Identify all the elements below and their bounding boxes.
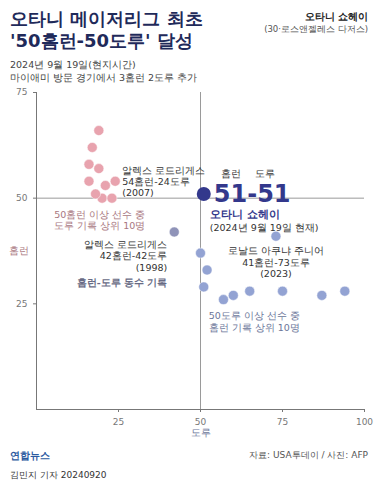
svg-text:홈런: 홈런 xyxy=(9,245,29,256)
svg-text:알렉스 로드리게스42홈런-42도루(1998): 알렉스 로드리게스42홈런-42도루(1998) xyxy=(84,239,167,273)
svg-text:75: 75 xyxy=(277,417,288,427)
svg-text:50홈런 이상 선수 중도루 기록 상위 10명: 50홈런 이상 선수 중도루 기록 상위 10명 xyxy=(54,209,145,232)
html-text:오타니 쇼헤이: 오타니 쇼헤이 xyxy=(304,11,368,22)
svg-text:75: 75 xyxy=(16,87,27,97)
html-text:김민지 기자 20240920: 김민지 기자 20240920 xyxy=(10,470,107,480)
svg-text:50도루 이상 선수 중홈런 기록 상위 10명: 50도루 이상 선수 중홈런 기록 상위 10명 xyxy=(209,310,300,333)
svg-text:홈런: 홈런 xyxy=(221,168,241,179)
svg-text:51-51: 51-51 xyxy=(214,180,291,208)
html-text:자료: USA투데이 / 사진: AFP: 자료: USA투데이 / 사진: AFP xyxy=(249,450,368,460)
svg-text:알렉스 로드리게스54홈런-24도루(2007): 알렉스 로드리게스54홈런-24도루(2007) xyxy=(122,165,205,199)
svg-text:25: 25 xyxy=(113,417,124,427)
svg-text:50: 50 xyxy=(16,193,28,203)
svg-text:오타니 쇼헤이: 오타니 쇼헤이 xyxy=(210,208,280,221)
svg-text:100: 100 xyxy=(356,417,373,427)
svg-text:홈런-도루 동수 기록: 홈런-도루 동수 기록 xyxy=(77,277,168,288)
svg-text:도루: 도루 xyxy=(191,427,211,438)
html-text:(30·로스앤젤레스 다저스): (30·로스앤젤레스 다저스) xyxy=(264,24,368,34)
svg-text:(2024년 9월 19일 현재): (2024년 9월 19일 현재) xyxy=(210,222,319,233)
html-text:연합뉴스: 연합뉴스 xyxy=(10,450,50,461)
svg-text:25: 25 xyxy=(16,299,27,309)
html-text:2024년 9월 19일(현지시간): 2024년 9월 19일(현지시간) xyxy=(10,59,136,70)
html-text:'50홈런-50도루' 달성: '50홈런-50도루' 달성 xyxy=(10,30,193,51)
svg-text:50: 50 xyxy=(195,417,207,427)
svg-text:도루: 도루 xyxy=(255,168,275,179)
html-text:오타니 메이저리그 최초: 오타니 메이저리그 최초 xyxy=(10,8,203,29)
html-text:마이애미 방문 경기에서 3홈런 2도루 추가: 마이애미 방문 경기에서 3홈런 2도루 추가 xyxy=(10,72,198,83)
svg-text:로날드 아쿠냐 주니어41홈런-73도루(2023): 로날드 아쿠냐 주니어41홈런-73도루(2023) xyxy=(228,245,324,279)
